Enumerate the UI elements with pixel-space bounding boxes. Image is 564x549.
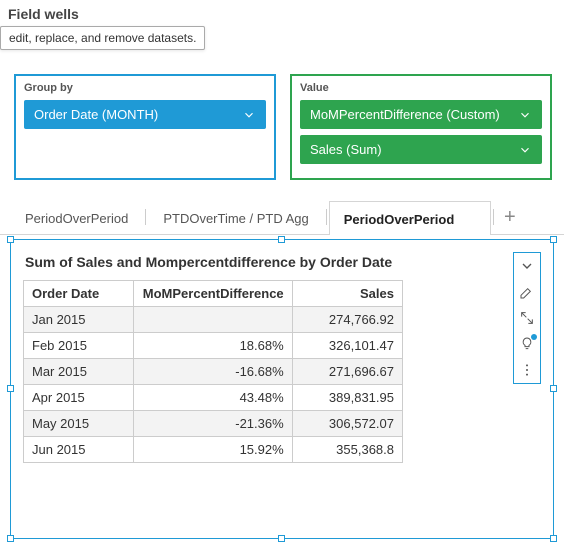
value-field-pill-0[interactable]: MoMPercentDifference (Custom) — [300, 100, 542, 129]
tab-separator — [326, 209, 327, 225]
group-by-label: Group by — [24, 82, 266, 94]
value-field-label-1: Sales (Sum) — [310, 142, 382, 157]
chevron-down-icon — [242, 108, 256, 122]
expand-menu-button[interactable] — [518, 257, 536, 275]
selected-visual-frame[interactable]: Sum of Sales and Mompercentdifference by… — [10, 239, 554, 539]
group-field-pill[interactable]: Order Date (MONTH) — [24, 100, 266, 129]
group-by-well[interactable]: Group by Order Date (MONTH) — [14, 74, 276, 180]
sheet-tabbar: PeriodOverPeriod PTDOverTime / PTD Agg P… — [0, 190, 564, 235]
table-cell: 15.92% — [134, 437, 292, 463]
insights-icon[interactable] — [518, 335, 536, 353]
add-tab-button[interactable]: + — [496, 205, 524, 229]
chevron-down-icon — [462, 210, 476, 224]
resize-handle[interactable] — [550, 385, 557, 392]
field-wells: Group by Order Date (MONTH) Value MoMPer… — [0, 26, 564, 190]
table-cell: 43.48% — [134, 385, 292, 411]
table-cell: 274,766.92 — [292, 307, 402, 333]
tab-2[interactable]: PeriodOverPeriod — [329, 201, 491, 235]
table-row: Jan 2015 274,766.92 — [24, 307, 403, 333]
table-visual: Sum of Sales and Mompercentdifference by… — [23, 252, 505, 463]
table-cell: 18.68% — [134, 333, 292, 359]
table-row: Apr 201543.48%389,831.95 — [24, 385, 403, 411]
table-cell: Jun 2015 — [24, 437, 134, 463]
resize-handle[interactable] — [550, 236, 557, 243]
table-row: Jun 201515.92%355,368.8 — [24, 437, 403, 463]
edit-icon[interactable] — [518, 283, 536, 301]
panel-title: Field wells — [0, 0, 564, 26]
tab-separator — [493, 209, 494, 225]
more-options-icon[interactable] — [518, 361, 536, 379]
table-cell — [134, 307, 292, 333]
table-cell: -16.68% — [134, 359, 292, 385]
resize-handle[interactable] — [7, 535, 14, 542]
group-field-label: Order Date (MONTH) — [34, 107, 158, 122]
table-header[interactable]: Sales — [292, 281, 402, 307]
table-cell: Mar 2015 — [24, 359, 134, 385]
value-field-pill-1[interactable]: Sales (Sum) — [300, 135, 542, 164]
value-well[interactable]: Value MoMPercentDifference (Custom) Sale… — [290, 74, 552, 180]
table-cell: Apr 2015 — [24, 385, 134, 411]
table-cell: May 2015 — [24, 411, 134, 437]
dataset-tooltip: edit, replace, and remove datasets. — [0, 26, 205, 50]
table-cell: Feb 2015 — [24, 333, 134, 359]
resize-handle[interactable] — [7, 236, 14, 243]
table-row: Feb 201518.68%326,101.47 — [24, 333, 403, 359]
resize-handle[interactable] — [278, 236, 285, 243]
canvas: Sum of Sales and Mompercentdifference by… — [0, 235, 564, 549]
table-cell: 389,831.95 — [292, 385, 402, 411]
chevron-down-icon — [518, 143, 532, 157]
tab-1[interactable]: PTDOverTime / PTD Agg — [148, 202, 323, 234]
table-cell: Jan 2015 — [24, 307, 134, 333]
tab-0[interactable]: PeriodOverPeriod — [10, 202, 143, 234]
resize-handle[interactable] — [550, 535, 557, 542]
visual-title: Sum of Sales and Mompercentdifference by… — [25, 254, 505, 270]
table-cell: 355,368.8 — [292, 437, 402, 463]
data-table: Order DateMoMPercentDifferenceSales Jan … — [23, 280, 403, 463]
table-cell: 326,101.47 — [292, 333, 402, 359]
maximize-icon[interactable] — [518, 309, 536, 327]
value-label: Value — [300, 82, 542, 94]
tab-separator — [145, 209, 146, 225]
value-field-label-0: MoMPercentDifference (Custom) — [310, 107, 500, 122]
table-cell: -21.36% — [134, 411, 292, 437]
table-cell: 306,572.07 — [292, 411, 402, 437]
resize-handle[interactable] — [278, 535, 285, 542]
visual-toolbar — [513, 252, 541, 384]
table-cell: 271,696.67 — [292, 359, 402, 385]
chevron-down-icon — [518, 108, 532, 122]
table-row: Mar 2015-16.68%271,696.67 — [24, 359, 403, 385]
table-row: May 2015-21.36%306,572.07 — [24, 411, 403, 437]
table-header[interactable]: MoMPercentDifference — [134, 281, 292, 307]
resize-handle[interactable] — [7, 385, 14, 392]
table-header[interactable]: Order Date — [24, 281, 134, 307]
